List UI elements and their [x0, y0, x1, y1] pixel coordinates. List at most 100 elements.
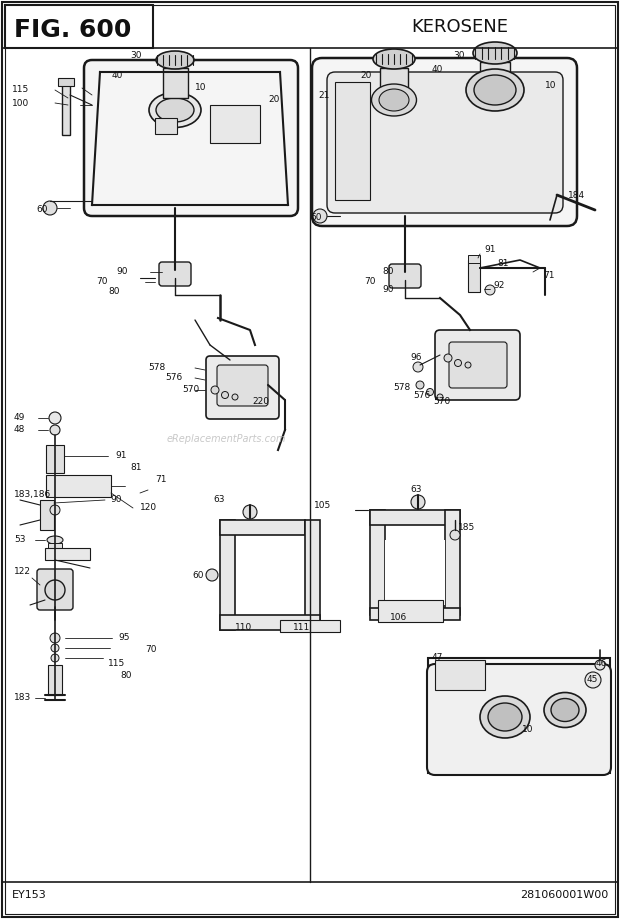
Bar — [45, 548, 90, 560]
FancyBboxPatch shape — [389, 264, 421, 288]
FancyBboxPatch shape — [159, 262, 191, 286]
Text: FIG. 600: FIG. 600 — [14, 18, 131, 42]
Ellipse shape — [47, 536, 63, 544]
Text: 281060001W00: 281060001W00 — [520, 890, 608, 900]
Text: 45: 45 — [587, 675, 598, 685]
Text: 63: 63 — [410, 485, 422, 494]
FancyBboxPatch shape — [327, 72, 563, 213]
Bar — [468, 255, 480, 263]
Circle shape — [485, 285, 495, 295]
Text: 30: 30 — [453, 51, 464, 60]
Text: 570: 570 — [182, 385, 199, 394]
Circle shape — [206, 569, 218, 581]
Circle shape — [437, 394, 443, 400]
Text: 48: 48 — [14, 425, 25, 435]
Bar — [380, 68, 408, 100]
Bar — [428, 658, 610, 773]
Text: 21: 21 — [318, 90, 329, 99]
Text: 71: 71 — [155, 475, 167, 484]
Text: 111: 111 — [293, 622, 310, 631]
Ellipse shape — [466, 69, 524, 111]
Text: 20: 20 — [360, 72, 371, 81]
Bar — [46, 475, 111, 497]
Text: 110: 110 — [235, 622, 252, 631]
Text: 30: 30 — [130, 51, 141, 61]
Text: EY153: EY153 — [12, 890, 46, 900]
Bar — [280, 620, 340, 632]
Bar — [385, 540, 445, 605]
Bar — [48, 665, 62, 695]
Text: 40: 40 — [112, 71, 123, 80]
Text: KEROSENE: KEROSENE — [412, 18, 508, 36]
Circle shape — [221, 391, 229, 399]
Text: 91: 91 — [484, 245, 495, 255]
Circle shape — [51, 654, 59, 662]
Text: 70: 70 — [364, 278, 376, 287]
Text: 90: 90 — [116, 267, 128, 277]
Text: 10: 10 — [545, 82, 557, 90]
Bar — [58, 78, 74, 86]
Polygon shape — [90, 70, 295, 210]
Ellipse shape — [379, 89, 409, 111]
Circle shape — [50, 633, 60, 643]
Text: eReplacementParts.com: eReplacementParts.com — [167, 435, 286, 444]
Text: 70: 70 — [145, 645, 156, 654]
Circle shape — [43, 201, 57, 215]
Text: 106: 106 — [390, 614, 407, 622]
Circle shape — [50, 505, 60, 515]
Circle shape — [413, 362, 423, 372]
Text: 60: 60 — [192, 571, 203, 580]
Text: 71: 71 — [543, 270, 554, 279]
Ellipse shape — [371, 84, 417, 116]
Text: 91: 91 — [115, 450, 126, 460]
Bar — [40, 500, 54, 530]
Text: 81: 81 — [130, 463, 141, 472]
Bar — [378, 600, 443, 622]
Ellipse shape — [156, 51, 194, 69]
FancyBboxPatch shape — [427, 664, 611, 775]
Circle shape — [232, 394, 238, 400]
Text: 63: 63 — [213, 495, 224, 505]
Bar — [305, 520, 320, 630]
Ellipse shape — [544, 693, 586, 728]
FancyBboxPatch shape — [449, 342, 507, 388]
Ellipse shape — [474, 75, 516, 105]
Ellipse shape — [473, 42, 517, 64]
Text: 183: 183 — [14, 694, 31, 702]
Text: 576: 576 — [165, 373, 182, 382]
Text: 120: 120 — [140, 504, 157, 513]
Circle shape — [465, 362, 471, 368]
Bar — [445, 510, 460, 615]
Text: 578: 578 — [148, 362, 166, 371]
Circle shape — [416, 381, 424, 389]
Text: 40: 40 — [432, 65, 443, 74]
Text: 115: 115 — [108, 659, 125, 667]
FancyBboxPatch shape — [206, 356, 279, 419]
FancyBboxPatch shape — [84, 60, 298, 216]
Circle shape — [51, 644, 59, 652]
Circle shape — [411, 495, 425, 509]
Ellipse shape — [551, 698, 579, 721]
Circle shape — [211, 386, 219, 394]
Circle shape — [450, 530, 460, 540]
Text: 183,186: 183,186 — [14, 491, 51, 500]
Text: 105: 105 — [314, 501, 331, 509]
Text: 49: 49 — [14, 414, 25, 423]
Bar — [155, 118, 177, 134]
Text: 96: 96 — [410, 353, 422, 361]
Text: 80: 80 — [382, 267, 394, 277]
Bar — [370, 510, 385, 615]
Text: 578: 578 — [393, 382, 410, 391]
Circle shape — [50, 425, 60, 435]
Ellipse shape — [488, 703, 522, 731]
Text: 184: 184 — [568, 190, 585, 199]
Circle shape — [585, 672, 601, 688]
Bar — [335, 82, 370, 200]
Bar — [220, 520, 305, 535]
Bar — [370, 608, 460, 620]
FancyBboxPatch shape — [312, 58, 577, 226]
Text: 70: 70 — [96, 278, 107, 287]
Circle shape — [49, 412, 61, 424]
Circle shape — [454, 359, 461, 367]
Circle shape — [313, 209, 327, 223]
